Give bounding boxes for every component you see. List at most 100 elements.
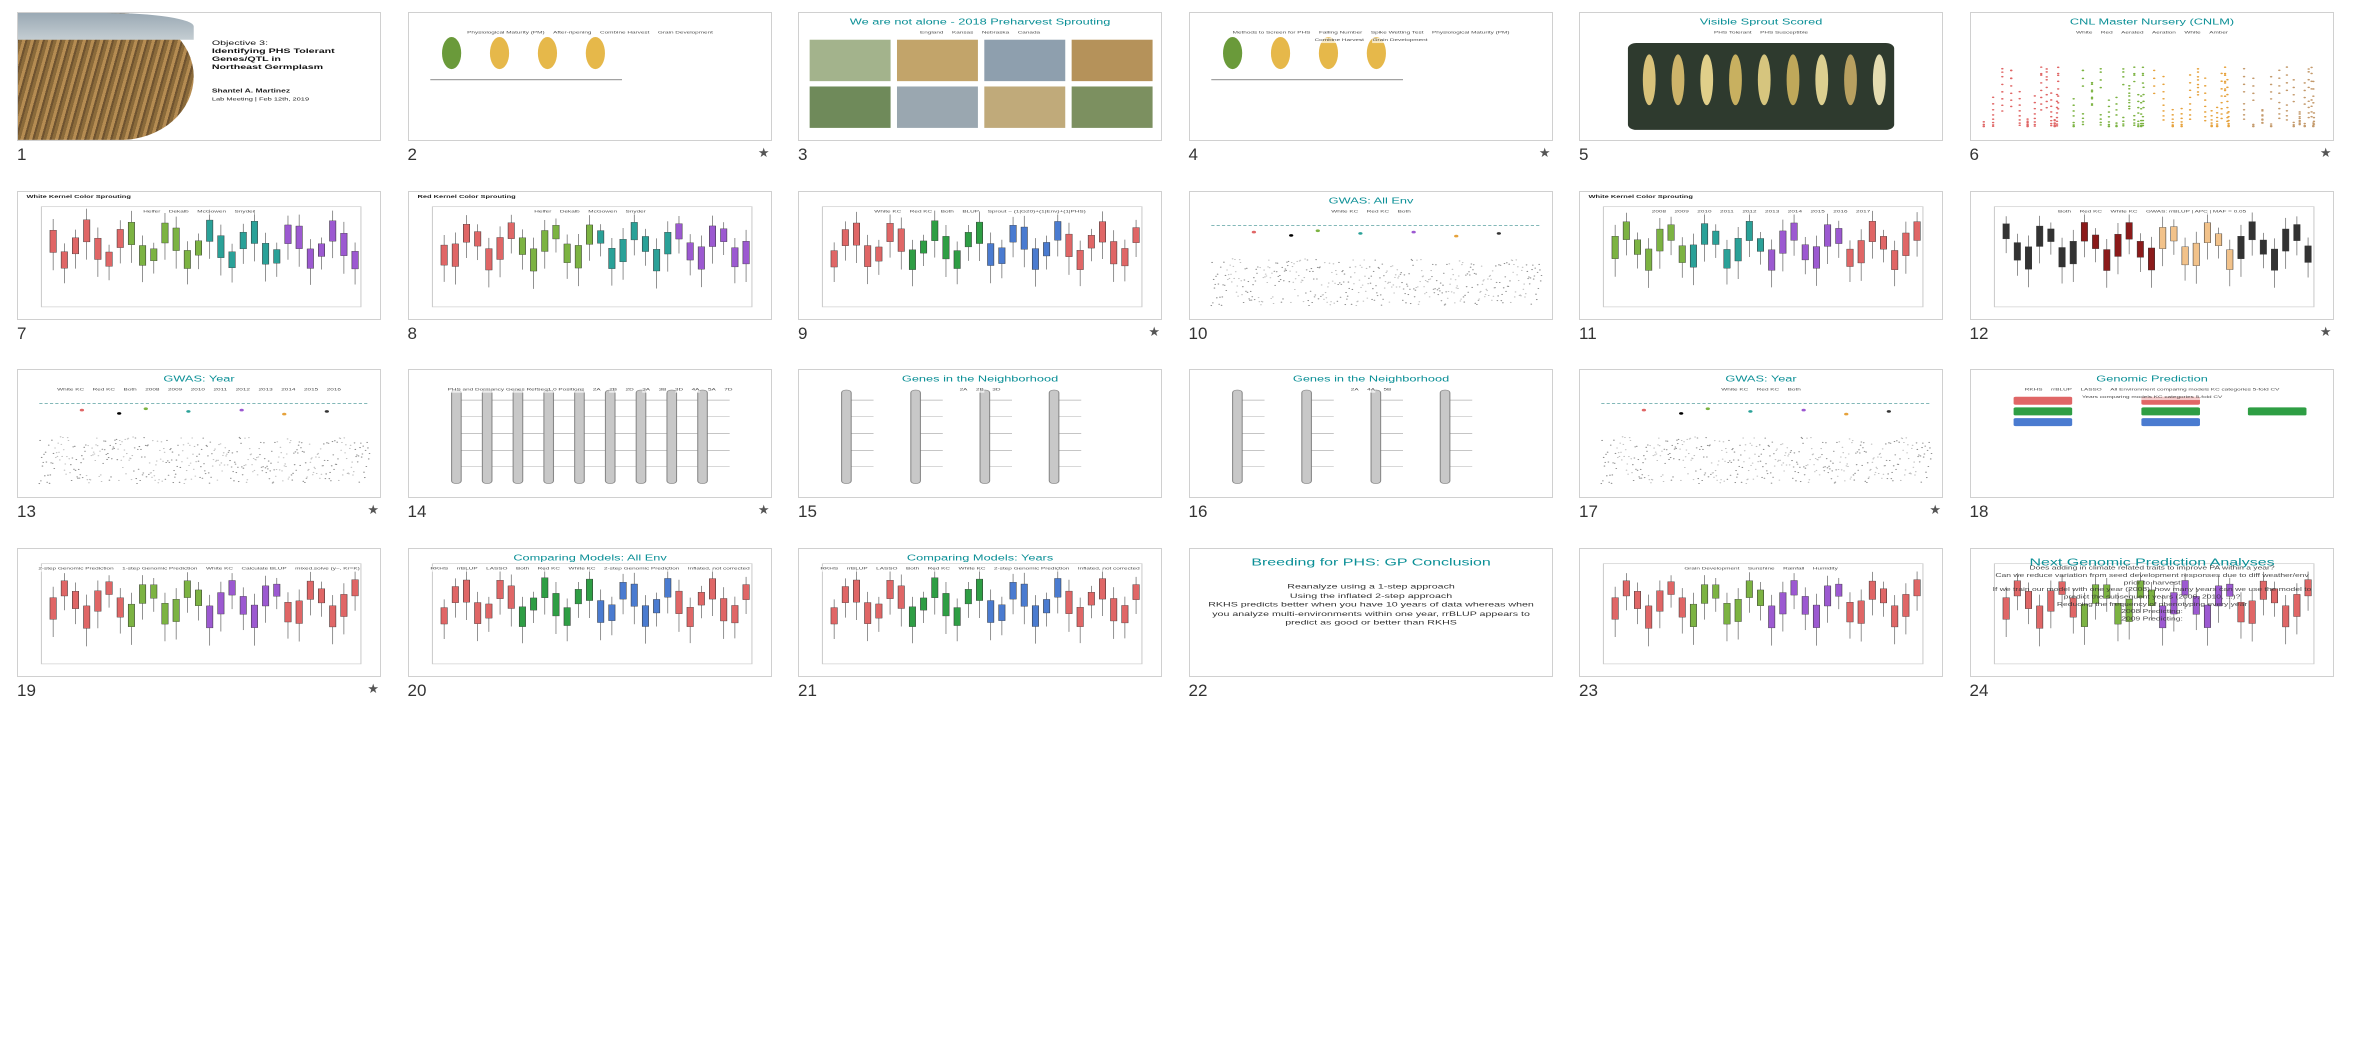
slide-thumbnail-9[interactable]: White KC Red KC Both BLUP Sprout ~ (1|G20)+(… [798,190,1162,320]
slide-thumbnail-11[interactable]: White Kernel Color Sprouting 2008 2009 2010… [1579,190,1943,320]
slide-label: Canada [1017,30,1041,36]
slide-label: 3B [658,387,666,393]
slide-title: GWAS: All Env [1328,195,1413,205]
slide-thumbnail-19[interactable]: 2-step Genomic Prediction 1-step Genomic … [17,547,381,677]
slide-thumbnail-6[interactable]: CNL Master Nursery (CNLM) White Red Aerated… [1969,12,2334,141]
slide-label: Both [1397,208,1411,215]
slide-thumbnail-cell: Physiological Maturity (PM) After-ripenin… [407,12,772,164]
slide-number: 21 [798,680,817,700]
slide-thumbnail-4[interactable]: Methods to Screen for PHS Falling Number S… [1188,12,1553,141]
star-icon[interactable]: ★ [2319,323,2332,339]
slide-label: 2-step Genomic Prediction [994,565,1070,572]
slide-label: Does adding in climate related traits to… [2028,564,2275,571]
slide-number: 20 [407,680,427,700]
slide-thumbnail-14[interactable]: PHS and Dormancy Genes RefSeq1.0 Positio… [407,369,772,498]
slide-number: 10 [1188,323,1208,343]
slide-thumbnail-cell: White Kernel Color Sprouting Helfer Dekalb… [17,190,381,343]
slide-canvas: Both Red KC White KC GWAS: rrBLUP | APC | M… [1971,192,2333,319]
slide-label: Grain Development [1371,37,1428,43]
slide-number: 5 [1579,145,1589,164]
star-icon[interactable]: ★ [367,502,379,517]
slide-label: Combine Harvest [1314,37,1364,43]
slide-label: Red KC [92,387,116,393]
slide-thumbnail-16[interactable]: Genes in the Neighborhood 2A 4A 5B [1188,369,1553,498]
slide-number: 16 [1188,502,1208,521]
slide-number: 12 [1969,323,1989,343]
slide-label: Humidity [1812,565,1838,572]
slide-number: 13 [17,502,36,521]
slide-label: Snyder [625,208,646,215]
slide-label: Reanalyze using a 1-step approach [1286,582,1455,590]
slide-thumbnail-13[interactable]: GWAS: Year White KC Red KC Both 2008 2009 2010… [17,369,381,498]
slide-canvas: Physiological Maturity (PM) After-ripenin… [409,13,771,140]
star-icon[interactable]: ★ [1929,502,1941,517]
slide-thumbnail-2[interactable]: Physiological Maturity (PM) After-ripenin… [407,12,772,141]
slide-labels: White Red Aerated Aeration White Amber [1983,29,2320,36]
slide-thumbnail-8[interactable]: Red Kernel Color Sprouting Helfer Dekalb Mc… [407,190,772,320]
slide-canvas: GWAS: Year White KC Red KC Both 2008 2009 2010… [18,370,380,497]
slide-thumbnail-12[interactable]: Both Red KC White KC GWAS: rrBLUP | APC | M… [1969,190,2334,320]
slide-label: 1-step Genomic Prediction [122,565,198,572]
slide-thumbnail-7[interactable]: White Kernel Color Sprouting Helfer Dekalb… [17,190,381,320]
slide-canvas: Genomic Prediction RKHS rrBLUP LASSO All Env… [1971,370,2333,497]
star-icon[interactable]: ★ [757,502,770,517]
slide-label: If we train our model with one year (200… [1992,586,2311,600]
slide-thumbnail-10[interactable]: GWAS: All Env White KC Red KC Both [1188,190,1553,320]
star-icon[interactable]: ★ [1148,323,1160,339]
star-icon[interactable]: ★ [2319,145,2332,160]
slide-label: 2014 [281,387,296,393]
star-icon[interactable]: ★ [367,680,379,696]
slide-thumbnail-cell: White KC Red KC Both BLUP Sprout ~ (1|G20)+(… [798,190,1162,343]
slide-title: Genes in the Neighborhood [1292,374,1449,384]
slide-label: Kansas [951,30,974,36]
slide-canvas: Visible Sprout Scored PHS Tolerant PHS Sus… [1580,13,1942,140]
slide-thumbnail-cell: We are not alone - 2018 Preharvest Sprou… [798,12,1162,164]
slide-label: rrBLUP [2050,387,2072,393]
slide-label: Red [2100,30,2113,36]
slide-label: Red KC [537,565,560,572]
slide-label: Inflated, not corrected [1077,565,1140,572]
slide-labels: Helfer Dekalb McGowen Snyder [31,208,368,215]
slide-label: 2009 Predicting: [2120,615,2183,622]
slide-thumbnail-3[interactable]: We are not alone - 2018 Preharvest Sprou… [798,12,1162,141]
slide-number: 1 [17,145,27,164]
slide-labels: White KC Red KC Both [1202,208,1539,215]
slide-title: Genomic Prediction [2095,374,2208,384]
star-icon[interactable]: ★ [1538,145,1551,160]
slide-thumbnail-18[interactable]: Genomic Prediction RKHS rrBLUP LASSO All Env… [1969,369,2334,498]
slide-labels: Helfer Dekalb McGowen Snyder [421,208,758,215]
slide-title: White Kernel Color Sprouting [1588,194,1693,199]
slide-label: 2012 [1742,208,1757,215]
star-icon[interactable]: ★ [757,145,770,160]
slide-labels: England Kansas Nebraska Canada [812,29,1149,36]
slide-thumbnail-24[interactable]: Next Genomic Prediction Analyses Does add… [1969,547,2334,677]
slide-labels: RKHS rrBLUP LASSO All Environment comparing… [1983,386,2320,400]
slide-label: McGowen [587,208,617,215]
slide-label: 2010 [190,387,205,393]
slide-thumbnail-1[interactable]: Objective 3: Identifying PHS Tolerant Gene… [17,12,381,141]
slide-label: White KC [1330,208,1358,215]
objective-title: Objective 3: Identifying PHS Tolerant Gene… [212,40,372,72]
slide-thumbnail-20[interactable]: Comparing Models: All Env RKHS rrBLUP LASSO… [407,547,772,677]
slide-thumbnail-22[interactable]: Breeding for PHS: GP Conclusion Reanalyze… [1188,547,1553,677]
slide-title: Comparing Models: Years [906,552,1054,562]
sky-photo [18,13,194,40]
slide-thumbnail-15[interactable]: Genes in the Neighborhood 2A 2B 3D [798,369,1162,498]
slide-label: 2-step Genomic Prediction [603,565,679,572]
slide-thumbnail-cell: Both Red KC White KC GWAS: rrBLUP | APC | M… [1969,190,2334,343]
slide-thumbnail-17[interactable]: GWAS: Year White KC Red KC Both [1579,369,1943,498]
slide-thumbnail-21[interactable]: Comparing Models: Years RKHS rrBLUP LASSO Bo… [798,547,1162,677]
slide-label: White [2075,30,2092,36]
slide-label: LASSO [485,565,507,572]
slide-canvas: PHS and Dormancy Genes RefSeq1.0 Positio… [409,370,771,497]
slide-thumbnail-23[interactable]: Grain Development Sunshine Rainfall Humidit… [1579,547,1943,677]
meeting-date: Lab Meeting | Feb 12th, 2019 [211,97,310,102]
slide-labels: 2008 2009 2010 2011 2012 2013 2014 2015 2016 2017 [1593,208,1930,215]
slide-thumbnail-5[interactable]: Visible Sprout Scored PHS Tolerant PHS Sus… [1579,12,1943,141]
slide-thumbnail-cell: Breeding for PHS: GP Conclusion Reanalyze… [1188,547,1553,700]
slide-number: 2 [407,145,417,164]
slide-canvas: GWAS: Year White KC Red KC Both [1580,370,1942,497]
slide-label: Red KC [1756,387,1780,393]
slide-label: rrBLUP [456,565,478,572]
slide-label: Both [905,565,920,572]
